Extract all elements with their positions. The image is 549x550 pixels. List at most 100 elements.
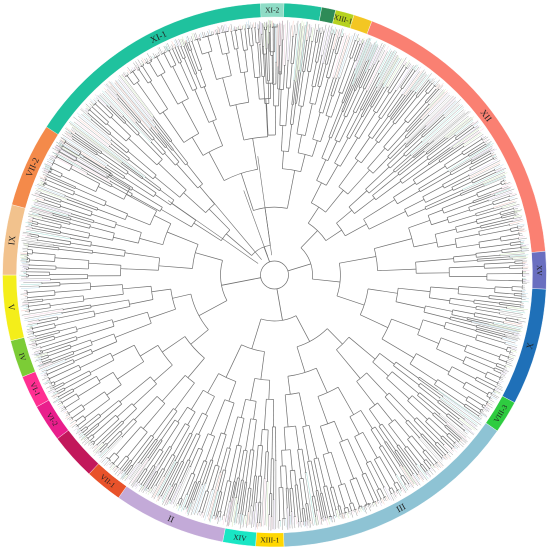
node-arc: [287, 367, 317, 377]
branch: [397, 151, 425, 174]
branch: [415, 258, 454, 263]
node-arc: [378, 423, 383, 427]
node-arc: [135, 121, 137, 123]
node-arc: [478, 242, 481, 249]
tip-branch: [28, 223, 32, 226]
tip-branch: [237, 513, 240, 523]
node-arc: [476, 192, 479, 198]
node-arc: [387, 91, 391, 94]
branch: [191, 412, 203, 435]
branch: [257, 156, 273, 256]
branch: [149, 62, 158, 77]
node-arc: [89, 224, 91, 229]
node-arc: [313, 457, 319, 460]
tip-branch: [78, 118, 112, 145]
tip-branch: [521, 249, 528, 251]
tip-branch: [416, 474, 420, 480]
tip-branch: [464, 418, 476, 428]
tip-branch: [23, 281, 42, 284]
node-arc: [192, 244, 199, 269]
branch: [429, 297, 450, 302]
tip-branch: [106, 461, 111, 467]
clade-label: V: [6, 303, 17, 311]
tip-branch: [342, 513, 345, 519]
node-arc: [423, 150, 425, 153]
tip-branch: [395, 475, 407, 494]
branch: [483, 404, 486, 407]
tip-branch: [56, 141, 63, 147]
tip-branch: [513, 216, 523, 220]
tip-branch: [445, 454, 451, 460]
branch: [43, 183, 74, 196]
tip-branch: [435, 83, 441, 90]
branch: [442, 169, 471, 185]
branch: [122, 285, 152, 290]
tip-branch: [492, 153, 497, 157]
node-arc: [152, 174, 157, 180]
branch: [354, 436, 368, 463]
tip-branch: [114, 82, 152, 128]
tip-branch: [43, 380, 51, 384]
branch: [188, 435, 201, 461]
branch: [70, 237, 92, 243]
tip-branch: [447, 116, 475, 139]
tip-branch: [48, 154, 56, 159]
tip-branch: [28, 338, 38, 342]
tip-branch: [373, 46, 383, 65]
branch: [224, 31, 230, 53]
branch: [29, 307, 51, 312]
node-arc: [356, 372, 367, 382]
branch: [465, 399, 482, 411]
branch: [471, 169, 495, 182]
node-arc: [504, 182, 506, 185]
tip-branch: [384, 497, 387, 502]
branch: [453, 181, 473, 191]
tip-branch: [170, 45, 173, 50]
tip-branch: [177, 40, 181, 47]
branch: [235, 104, 245, 141]
branch: [476, 254, 500, 258]
branch: [63, 370, 90, 385]
tip-branch: [377, 55, 398, 92]
branch: [148, 440, 163, 461]
tip-branch: [394, 491, 398, 497]
branch: [49, 364, 79, 380]
branch: [57, 310, 94, 319]
branch: [447, 374, 466, 385]
tip-branch: [40, 360, 67, 371]
branch: [321, 493, 328, 518]
branch: [477, 334, 506, 344]
node-arc: [99, 448, 101, 450]
node-arc: [234, 48, 239, 50]
tip-branch: [101, 436, 122, 459]
tip-branch: [66, 412, 69, 415]
tip-branch: [58, 145, 62, 148]
branch: [107, 433, 123, 449]
node-arc: [444, 454, 447, 456]
tip-branch: [383, 58, 402, 89]
branch: [479, 229, 511, 236]
tip-branch: [174, 44, 177, 48]
tip-branch: [402, 71, 421, 96]
branch: [27, 290, 55, 293]
tip-branch: [332, 32, 347, 78]
branch: [405, 125, 427, 147]
tip-branch: [348, 511, 350, 514]
tip-branch: [75, 429, 82, 435]
branch: [46, 176, 75, 189]
branch: [371, 87, 384, 108]
tip-branch: [483, 408, 490, 412]
tip-branch: [222, 25, 225, 33]
node-arc: [321, 157, 328, 162]
branch: [487, 371, 501, 379]
node-arc: [488, 396, 492, 400]
node-arc: [113, 463, 115, 465]
branch: [115, 426, 142, 455]
tip-branch: [85, 110, 89, 114]
node-arc: [499, 212, 501, 215]
tip-branch: [362, 506, 365, 512]
branch: [445, 424, 462, 439]
branch: [361, 474, 375, 503]
node-arc: [464, 344, 468, 352]
node-arc: [96, 376, 101, 383]
